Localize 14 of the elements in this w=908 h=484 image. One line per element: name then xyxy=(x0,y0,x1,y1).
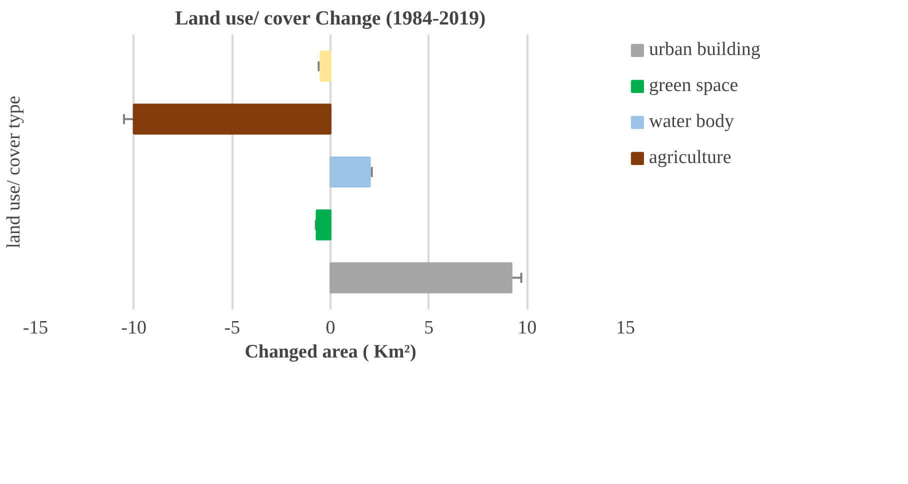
x-tick-label: 10 xyxy=(518,318,537,338)
x-tick-label: -10 xyxy=(121,318,146,338)
x-axis-title: Changed area ( Km²) xyxy=(244,342,416,362)
y-axis-title: land use/ cover type xyxy=(4,96,24,248)
x-tick-label: 15 xyxy=(616,318,635,338)
x-tick-label: -15 xyxy=(22,318,48,338)
legend-label: water body xyxy=(649,111,734,133)
x-tick-label: 5 xyxy=(424,318,434,338)
chart-title: Land use/ cover Change (1984-2019) xyxy=(174,8,486,30)
x-tick-label: -5 xyxy=(224,318,240,338)
legend-label: agriculture xyxy=(649,147,732,169)
x-tick-label: 0 xyxy=(326,318,336,338)
legend-label: green space xyxy=(649,75,738,97)
legend-label: urban building xyxy=(649,39,760,61)
